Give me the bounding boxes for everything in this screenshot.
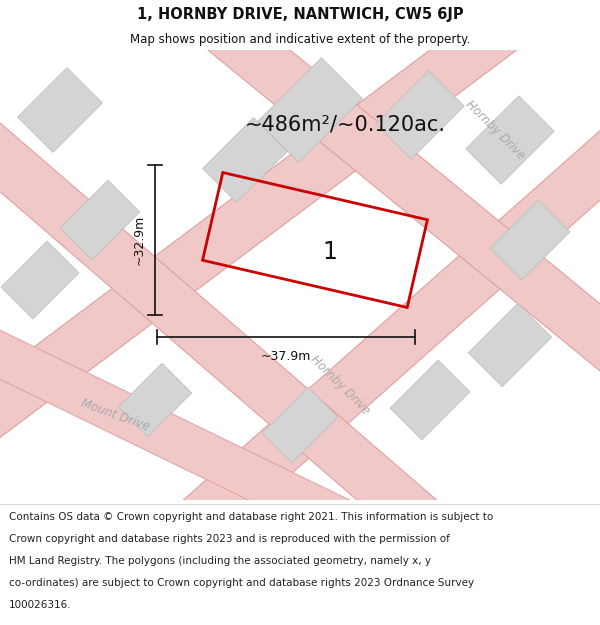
Polygon shape — [17, 68, 103, 152]
Text: ~486m²/~0.120ac.: ~486m²/~0.120ac. — [245, 115, 446, 135]
Polygon shape — [118, 363, 192, 437]
Text: co-ordinates) are subject to Crown copyright and database rights 2023 Ordnance S: co-ordinates) are subject to Crown copyr… — [9, 578, 474, 588]
Text: 1, HORNBY DRIVE, NANTWICH, CW5 6JP: 1, HORNBY DRIVE, NANTWICH, CW5 6JP — [137, 6, 463, 21]
Polygon shape — [60, 180, 140, 260]
Polygon shape — [203, 118, 287, 202]
Polygon shape — [468, 303, 552, 387]
Text: HM Land Registry. The polygons (including the associated geometry, namely x, y: HM Land Registry. The polygons (includin… — [9, 556, 431, 566]
Polygon shape — [262, 387, 338, 463]
Polygon shape — [390, 360, 470, 440]
Text: ~37.9m: ~37.9m — [261, 351, 311, 364]
Polygon shape — [0, 325, 350, 540]
Polygon shape — [257, 58, 362, 162]
Text: Mount Drive: Mount Drive — [79, 396, 151, 434]
Polygon shape — [0, 0, 596, 441]
Polygon shape — [183, 111, 600, 539]
Text: ~32.9m: ~32.9m — [133, 215, 146, 265]
Polygon shape — [490, 200, 570, 280]
Text: Contains OS data © Crown copyright and database right 2021. This information is : Contains OS data © Crown copyright and d… — [9, 512, 493, 522]
Text: Map shows position and indicative extent of the property.: Map shows position and indicative extent… — [130, 32, 470, 46]
Text: Hornby Drive: Hornby Drive — [308, 352, 372, 418]
Polygon shape — [376, 71, 464, 159]
Text: 100026316.: 100026316. — [9, 600, 71, 610]
Polygon shape — [1, 241, 79, 319]
Polygon shape — [466, 96, 554, 184]
Text: 1: 1 — [323, 240, 337, 264]
Polygon shape — [0, 121, 437, 539]
Text: Hornby Drive: Hornby Drive — [463, 98, 527, 162]
Polygon shape — [184, 0, 600, 390]
Text: Crown copyright and database rights 2023 and is reproduced with the permission o: Crown copyright and database rights 2023… — [9, 534, 450, 544]
